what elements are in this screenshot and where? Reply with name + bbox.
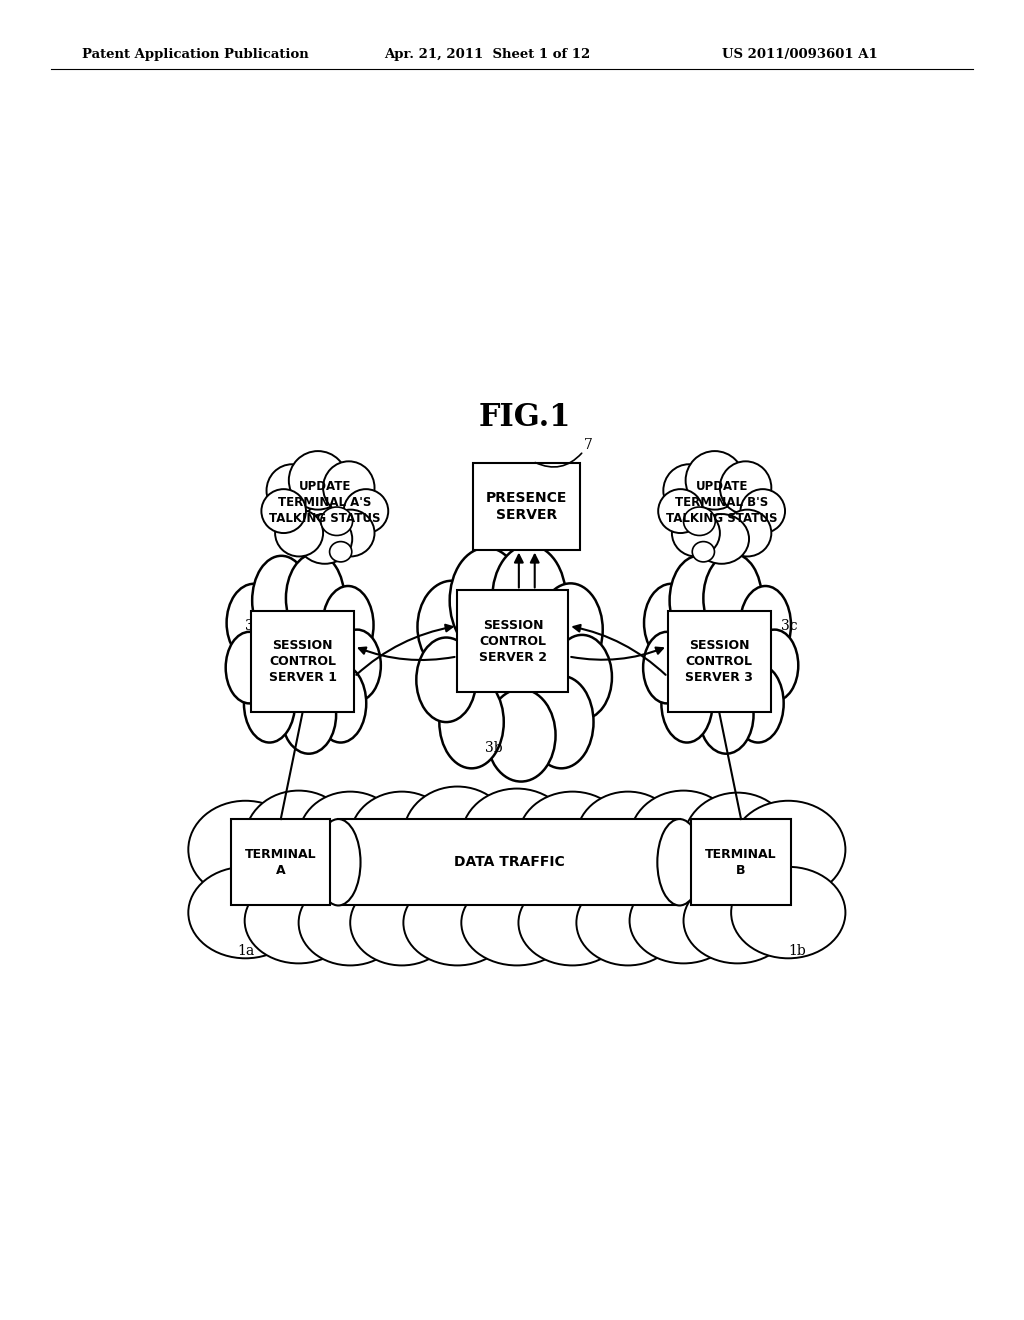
Ellipse shape (316, 818, 360, 906)
Text: SESSION
CONTROL
SERVER 3: SESSION CONTROL SERVER 3 (685, 639, 754, 684)
Text: Apr. 21, 2011  Sheet 1 of 12: Apr. 21, 2011 Sheet 1 of 12 (384, 48, 590, 61)
Text: 1b: 1b (788, 944, 806, 958)
Ellipse shape (321, 507, 352, 536)
Ellipse shape (299, 792, 401, 883)
Ellipse shape (226, 583, 282, 663)
Ellipse shape (252, 556, 310, 645)
Ellipse shape (225, 632, 273, 704)
Ellipse shape (261, 490, 306, 533)
Ellipse shape (327, 510, 375, 557)
Bar (691, 818, 791, 906)
Ellipse shape (188, 801, 303, 899)
Ellipse shape (662, 664, 713, 743)
Ellipse shape (461, 880, 572, 965)
Ellipse shape (672, 510, 720, 557)
Ellipse shape (323, 586, 374, 664)
Ellipse shape (344, 490, 388, 533)
Text: US 2011/0093601 A1: US 2011/0093601 A1 (722, 48, 878, 61)
Text: DATA TRAFFIC: DATA TRAFFIC (454, 855, 564, 870)
Ellipse shape (266, 465, 318, 517)
Ellipse shape (334, 630, 381, 701)
Ellipse shape (275, 510, 324, 557)
Ellipse shape (403, 787, 511, 884)
Ellipse shape (657, 818, 701, 906)
Ellipse shape (692, 541, 715, 562)
Ellipse shape (684, 507, 715, 536)
Text: FIG.1: FIG.1 (478, 403, 571, 433)
Text: 1a: 1a (238, 944, 255, 958)
Bar (668, 611, 771, 713)
Ellipse shape (315, 664, 367, 743)
Ellipse shape (350, 880, 454, 965)
Ellipse shape (630, 791, 737, 888)
Ellipse shape (670, 556, 728, 645)
Ellipse shape (723, 510, 771, 557)
Ellipse shape (694, 513, 749, 564)
Ellipse shape (644, 583, 698, 663)
Ellipse shape (577, 792, 680, 883)
Ellipse shape (686, 451, 743, 510)
Bar (458, 590, 568, 692)
Ellipse shape (461, 788, 572, 886)
Ellipse shape (732, 664, 783, 743)
Text: TERMINAL
B: TERMINAL B (706, 847, 777, 876)
Text: TERMINAL
A: TERMINAL A (245, 847, 316, 876)
Ellipse shape (740, 490, 785, 533)
Ellipse shape (643, 632, 690, 704)
Ellipse shape (529, 676, 594, 768)
Ellipse shape (245, 878, 352, 964)
Text: UPDATE
TERMINAL B'S
TALKING STATUS: UPDATE TERMINAL B'S TALKING STATUS (666, 480, 777, 525)
Text: SESSION
CONTROL
SERVER 1: SESSION CONTROL SERVER 1 (268, 639, 337, 684)
Ellipse shape (493, 545, 566, 651)
Text: 3c: 3c (781, 619, 798, 634)
Text: 3b: 3b (485, 741, 503, 755)
Bar (473, 463, 581, 549)
Ellipse shape (698, 676, 754, 754)
Ellipse shape (486, 689, 556, 781)
Ellipse shape (244, 664, 295, 743)
Text: 3a: 3a (246, 619, 262, 634)
Ellipse shape (403, 880, 511, 965)
Ellipse shape (740, 586, 791, 664)
Bar (251, 611, 354, 713)
Ellipse shape (731, 867, 846, 958)
Ellipse shape (664, 465, 715, 517)
Ellipse shape (684, 792, 792, 890)
Ellipse shape (684, 878, 792, 964)
Ellipse shape (289, 451, 347, 510)
Text: UPDATE
TERMINAL A'S
TALKING STATUS: UPDATE TERMINAL A'S TALKING STATUS (269, 480, 381, 525)
Ellipse shape (658, 490, 702, 533)
Ellipse shape (751, 630, 799, 701)
Ellipse shape (518, 792, 627, 883)
Ellipse shape (630, 878, 737, 964)
Ellipse shape (286, 553, 344, 643)
Text: PRESENCE
SERVER: PRESENCE SERVER (486, 491, 567, 523)
Ellipse shape (299, 880, 401, 965)
Ellipse shape (330, 541, 352, 562)
Ellipse shape (417, 638, 476, 722)
Text: SESSION
CONTROL
SERVER 2: SESSION CONTROL SERVER 2 (479, 619, 547, 664)
Ellipse shape (703, 553, 762, 643)
Ellipse shape (439, 676, 504, 768)
FancyArrowPatch shape (536, 453, 582, 467)
Bar (231, 818, 331, 906)
Ellipse shape (552, 635, 612, 719)
Ellipse shape (720, 461, 771, 513)
Ellipse shape (324, 461, 375, 513)
Ellipse shape (297, 513, 352, 564)
Ellipse shape (418, 581, 486, 673)
Bar (338, 818, 680, 906)
Text: 7: 7 (585, 438, 593, 451)
Ellipse shape (450, 548, 523, 653)
Text: Patent Application Publication: Patent Application Publication (82, 48, 308, 61)
Ellipse shape (245, 791, 352, 888)
Ellipse shape (518, 880, 627, 965)
Ellipse shape (282, 676, 336, 754)
Ellipse shape (539, 583, 603, 676)
Ellipse shape (350, 792, 454, 883)
Ellipse shape (731, 801, 846, 899)
Ellipse shape (577, 880, 680, 965)
Ellipse shape (188, 867, 303, 958)
